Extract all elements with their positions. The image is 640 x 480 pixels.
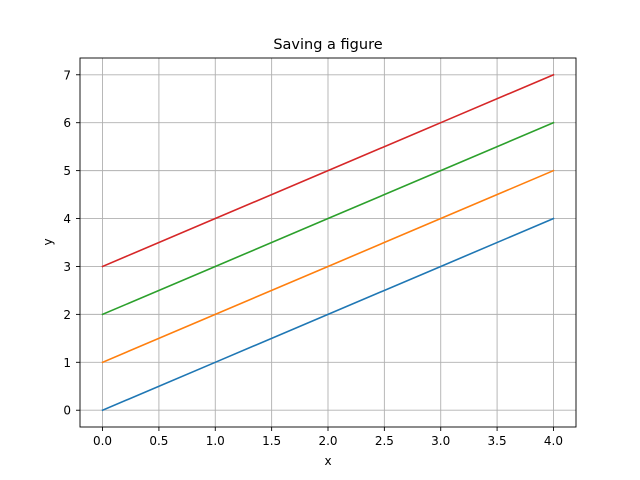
y-tick-label: 0 [63, 404, 71, 418]
x-tick-label: 4.0 [544, 434, 563, 448]
x-tick-label: 2.5 [375, 434, 394, 448]
x-axis-label: x [324, 454, 331, 468]
x-tick-label: 2.0 [318, 434, 337, 448]
series-line-4 [101, 73, 555, 268]
x-tick-label: 3.5 [488, 434, 507, 448]
x-tick-label: 0.0 [93, 434, 112, 448]
tick-layer: 0.0 0.5 1.0 1.5 2.0 2.5 3.0 3.5 4.0 0 1 2 3 4 5 6 7 [63, 68, 563, 448]
y-tick-label: 6 [63, 116, 71, 130]
series-line-2 [101, 169, 555, 364]
x-tick-label: 3.0 [431, 434, 450, 448]
y-tick-label: 7 [63, 68, 71, 82]
chart-title: Saving a figure [273, 37, 382, 53]
grid-layer [80, 58, 576, 427]
y-tick-label: 2 [63, 308, 71, 322]
y-tick-label: 5 [63, 164, 71, 178]
x-tick-label: 1.0 [206, 434, 225, 448]
series-layer [101, 73, 555, 412]
y-tick-label: 4 [63, 212, 71, 226]
series-line-3 [101, 121, 555, 316]
y-axis-label: y [41, 238, 55, 245]
x-tick-label: 1.5 [262, 434, 281, 448]
x-tick-label: 0.5 [149, 434, 168, 448]
y-tick-label: 1 [63, 356, 71, 370]
y-tick-label: 3 [63, 260, 71, 274]
series-line-1 [101, 217, 555, 412]
